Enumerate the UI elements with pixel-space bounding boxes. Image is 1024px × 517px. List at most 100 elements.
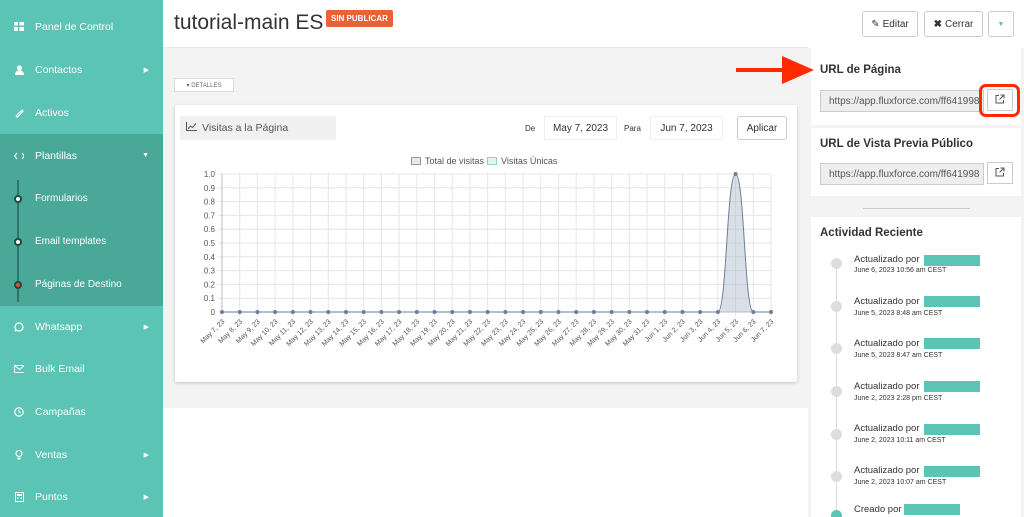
bullet-active-icon <box>14 280 22 289</box>
activity-time: June 6, 2023 10:56 am CEST <box>854 267 947 274</box>
chevron-right-icon: ▶ <box>143 493 149 501</box>
timeline-dot <box>831 343 842 354</box>
sidebar-subitem-email-templates[interactable]: Email templates <box>0 220 163 263</box>
sidebar-item-bulk-email[interactable]: Bulk Email <box>0 347 163 390</box>
code-icon <box>14 151 24 161</box>
sidebar-item-ventas[interactable]: Ventas ▶ <box>0 433 163 476</box>
close-button-label: Cerrar <box>945 18 974 30</box>
clock-icon <box>14 406 24 417</box>
sidebar-item-activos[interactable]: Activos <box>0 91 163 134</box>
activity-user-redacted <box>924 466 980 477</box>
preview-url-field[interactable]: https://app.fluxforce.com/ff641998 <box>820 163 984 185</box>
submenu-plantillas <box>0 177 163 306</box>
sidebar-item-campanas[interactable]: Campañas <box>0 390 163 433</box>
status-badge: SIN PUBLICAR <box>326 10 393 27</box>
sidebar-item-label: Puntos <box>35 490 68 503</box>
activity-by: Creado por <box>854 504 902 515</box>
to-label: Para <box>624 124 641 133</box>
sidebar-item-label: Activos <box>35 106 69 119</box>
activity-by: Actualizado por <box>854 296 920 307</box>
sidebar-item-label: Whatsapp <box>35 320 83 333</box>
bullet-icon <box>14 237 22 246</box>
envelope-icon <box>14 364 24 374</box>
to-date-input[interactable]: Jun 7, 2023 <box>650 116 723 140</box>
paperclip-icon <box>14 108 24 118</box>
annotation-arrow <box>736 56 814 89</box>
external-link-icon <box>995 167 1005 180</box>
legend-label-total: Total de visitas <box>425 156 485 166</box>
sidebar-item-label: Bulk Email <box>35 362 85 375</box>
page-title: tutorial-main ES <box>174 11 324 34</box>
legend-swatch-unique <box>487 157 497 165</box>
activity-time: June 5, 2023 8:47 am CEST <box>854 352 943 359</box>
activity-user-redacted <box>924 381 980 392</box>
header-divider <box>163 47 808 48</box>
lightbulb-icon <box>14 449 24 460</box>
chevron-right-icon: ▶ <box>143 66 149 74</box>
activity-user-redacted <box>924 255 980 266</box>
page-url-title: URL de Página <box>820 64 901 76</box>
user-icon <box>14 64 24 75</box>
sidebar-item-puntos[interactable]: Puntos ▶ <box>0 475 163 517</box>
sidebar: Panel de Control Contactos ▶ Activos Pla… <box>0 0 163 517</box>
chart-title-text: Visitas a la Página <box>202 122 289 134</box>
sidebar-subitem-label: Email templates <box>35 236 107 247</box>
activity-by: Actualizado por <box>854 254 920 265</box>
activity-user-redacted <box>924 424 980 435</box>
activity-title: Actividad Reciente <box>820 227 923 239</box>
activity-by: Actualizado por <box>854 381 920 392</box>
activity-time: June 5, 2023 8:48 am CEST <box>854 310 943 317</box>
sidebar-item-plantillas[interactable]: Plantillas ▼ <box>0 134 163 177</box>
sidebar-item-label: Ventas <box>35 448 68 461</box>
divider <box>863 208 970 209</box>
chevron-right-icon: ▶ <box>143 323 149 331</box>
activity-time: June 2, 2023 10:07 am CEST <box>854 479 947 486</box>
timeline-dot <box>831 386 842 397</box>
activity-user-redacted <box>924 296 980 307</box>
timeline-dot <box>831 471 842 482</box>
sidebar-item-label: Plantillas <box>35 149 78 162</box>
sidebar-subitem-paginas-de-destino[interactable]: Páginas de Destino <box>0 263 163 306</box>
chevron-down-icon: ▼ <box>142 152 149 159</box>
sidebar-subitem-formularios[interactable]: Formularios <box>0 177 163 220</box>
options-dropdown-button[interactable]: ▼ <box>988 11 1014 37</box>
caret-down-icon: ▼ <box>997 20 1005 28</box>
timeline-dot-created <box>831 510 842 517</box>
highlight-box <box>979 84 1020 117</box>
edit-icon: ✎ <box>871 18 880 30</box>
close-button[interactable]: ✖ Cerrar <box>924 11 983 37</box>
sidebar-item-whatsapp[interactable]: Whatsapp ▶ <box>0 305 163 348</box>
from-label: De <box>525 124 536 133</box>
edit-button-label: Editar <box>882 18 909 30</box>
timeline-dot <box>831 429 842 440</box>
external-link-icon <box>995 94 1005 107</box>
legend-item-unique[interactable]: Visitas Únicas <box>487 156 557 166</box>
chevron-right-icon: ▶ <box>143 451 149 459</box>
open-preview-url-button[interactable] <box>987 162 1013 184</box>
bullet-icon <box>14 194 22 203</box>
sidebar-item-contactos[interactable]: Contactos ▶ <box>0 48 163 91</box>
preview-url-title: URL de Vista Previa Público <box>820 138 973 150</box>
open-page-url-button[interactable] <box>987 89 1013 111</box>
chart-title: Visitas a la Página <box>180 116 336 140</box>
legend-item-total[interactable]: Total de visitas <box>411 156 484 166</box>
timeline-dot <box>831 301 842 312</box>
activity-user-redacted <box>904 504 960 515</box>
sidebar-item-label: Panel de Control <box>35 20 114 33</box>
sidebar-subitem-label: Páginas de Destino <box>35 279 122 290</box>
legend-swatch-total <box>411 157 421 165</box>
activity-time: June 2, 2023 2:28 pm CEST <box>854 395 943 402</box>
activity-time: June 2, 2023 10:11 am CEST <box>854 437 946 444</box>
visits-card <box>175 105 797 382</box>
page-url-field[interactable]: https://app.fluxforce.com/ff641998 <box>820 90 984 112</box>
legend-label-unique: Visitas Únicas <box>501 156 558 166</box>
sidebar-item-label: Campañas <box>35 405 86 418</box>
apply-button[interactable]: Aplicar <box>737 116 787 140</box>
from-date-input[interactable]: May 7, 2023 <box>544 116 617 140</box>
sidebar-item-label: Contactos <box>35 63 83 76</box>
activity-panel <box>811 217 1021 517</box>
edit-button[interactable]: ✎ Editar <box>862 11 918 37</box>
activity-user-redacted <box>924 338 980 349</box>
sidebar-item-panel-de-control[interactable]: Panel de Control <box>0 5 163 48</box>
details-toggle[interactable]: ▾ DETALLES <box>174 78 234 92</box>
